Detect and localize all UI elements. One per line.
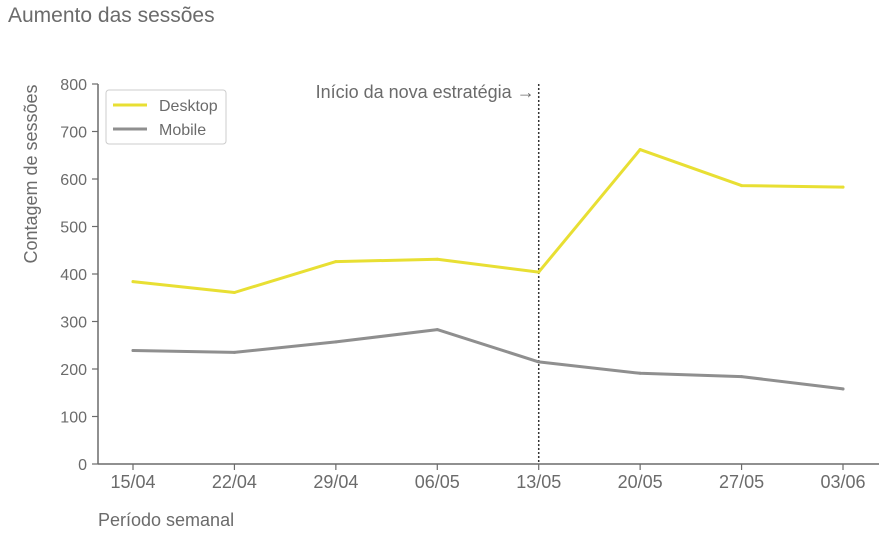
data-point-desktop xyxy=(435,257,439,261)
x-tick-label: 13/05 xyxy=(516,472,561,492)
data-point-desktop xyxy=(638,148,642,152)
legend: Desktop Mobile xyxy=(105,89,227,145)
x-tick-label: 03/06 xyxy=(820,472,865,492)
x-axis-ticks: 15/04 22/04 29/04 06/05 13/05 20/05 27/05 03/06 xyxy=(110,464,866,492)
strategy-annotation: Início da nova estratégia → xyxy=(316,82,535,102)
data-point-mobile xyxy=(638,371,642,375)
y-tick-label: 100 xyxy=(60,410,87,427)
y-axis-title: Contagem de sessões xyxy=(21,84,41,263)
y-axis-ticks: 0 100 200 300 400 500 600 700 800 xyxy=(60,77,98,474)
data-point-desktop xyxy=(232,291,236,295)
chart-title: Aumento das sessões xyxy=(8,4,215,27)
x-tick-label: 29/04 xyxy=(313,472,358,492)
annotation-group: Início da nova estratégia → xyxy=(316,82,540,464)
data-point-mobile xyxy=(537,360,541,364)
y-tick-label: 0 xyxy=(78,457,87,474)
series-line-desktop xyxy=(131,148,845,294)
y-tick-label: 400 xyxy=(60,267,87,284)
x-tick-label: 20/05 xyxy=(618,472,663,492)
legend-label-mobile: Mobile xyxy=(159,122,206,139)
data-point-desktop xyxy=(537,270,541,274)
data-point-desktop xyxy=(841,185,845,189)
series-group xyxy=(131,148,845,391)
data-point-desktop xyxy=(334,260,338,264)
x-tick-label: 27/05 xyxy=(719,472,764,492)
data-point-mobile xyxy=(740,375,744,379)
x-tick-label: 06/05 xyxy=(415,472,460,492)
x-axis-title: Período semanal xyxy=(98,510,234,530)
y-tick-label: 700 xyxy=(60,125,87,142)
data-point-mobile xyxy=(232,350,236,354)
data-point-mobile xyxy=(131,348,135,352)
data-point-desktop xyxy=(740,184,744,188)
legend-label-desktop: Desktop xyxy=(159,98,218,115)
x-tick-label: 15/04 xyxy=(110,472,155,492)
x-tick-label: 22/04 xyxy=(212,472,257,492)
data-point-desktop xyxy=(131,280,135,284)
y-tick-label: 200 xyxy=(60,362,87,379)
y-tick-label: 800 xyxy=(60,77,87,94)
data-point-mobile xyxy=(435,328,439,332)
y-tick-label: 500 xyxy=(60,220,87,237)
y-tick-label: 600 xyxy=(60,172,87,189)
data-point-mobile xyxy=(334,340,338,344)
y-tick-label: 300 xyxy=(60,315,87,332)
data-point-mobile xyxy=(841,387,845,391)
series-line-mobile xyxy=(131,328,845,391)
